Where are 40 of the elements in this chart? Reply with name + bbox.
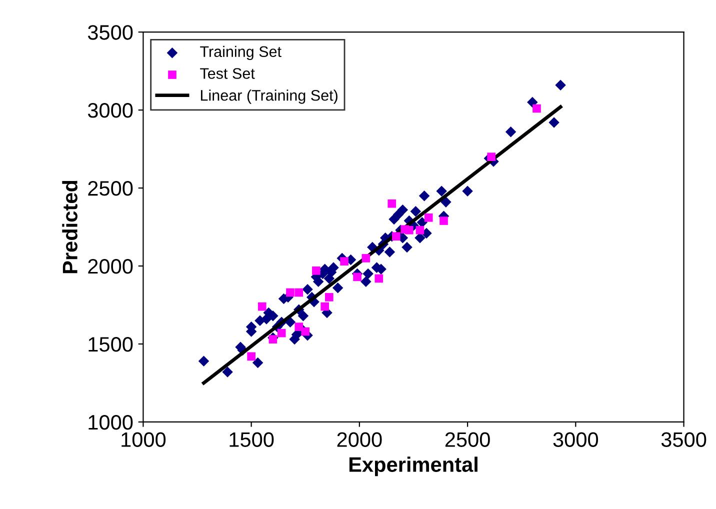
point	[268, 335, 278, 344]
y-tick-label: 3500	[88, 25, 133, 40]
x-tick-label: 1500	[230, 432, 274, 447]
point	[258, 302, 266, 311]
y-tick-label: 3000	[88, 103, 133, 118]
y-tick-label: 2000	[88, 259, 133, 274]
point	[320, 302, 329, 311]
point	[340, 257, 348, 266]
x-axis-title: Experimental	[349, 456, 478, 476]
point	[301, 327, 310, 336]
point	[353, 272, 362, 282]
point	[424, 213, 433, 222]
point	[440, 216, 448, 225]
point	[286, 288, 294, 297]
legend-label: Test Set	[200, 68, 255, 79]
point	[277, 328, 286, 338]
point	[388, 199, 396, 208]
point	[532, 104, 541, 113]
point	[487, 152, 496, 161]
legend-label: Linear (Training Set)	[200, 90, 338, 104]
point	[416, 226, 424, 234]
y-tick-label: 1500	[88, 336, 133, 352]
point	[362, 254, 370, 262]
x-tick-label: 2500	[445, 432, 490, 447]
point	[312, 266, 320, 275]
point	[392, 232, 400, 241]
y-tick-label: 2500	[88, 181, 133, 196]
point	[405, 226, 414, 234]
x-tick-label: 3500	[661, 432, 706, 447]
x-tick-label: 2000	[337, 432, 382, 447]
legend-label: Training Set	[200, 46, 282, 60]
point	[324, 293, 334, 302]
x-tick-label: 1000	[122, 432, 166, 447]
point	[374, 274, 384, 283]
point	[247, 352, 256, 361]
point	[294, 288, 304, 297]
y-tick-label: 1000	[88, 414, 133, 430]
y-axis-title: Predicted	[62, 180, 78, 274]
x-tick-label: 3000	[553, 432, 598, 447]
point	[294, 322, 304, 331]
